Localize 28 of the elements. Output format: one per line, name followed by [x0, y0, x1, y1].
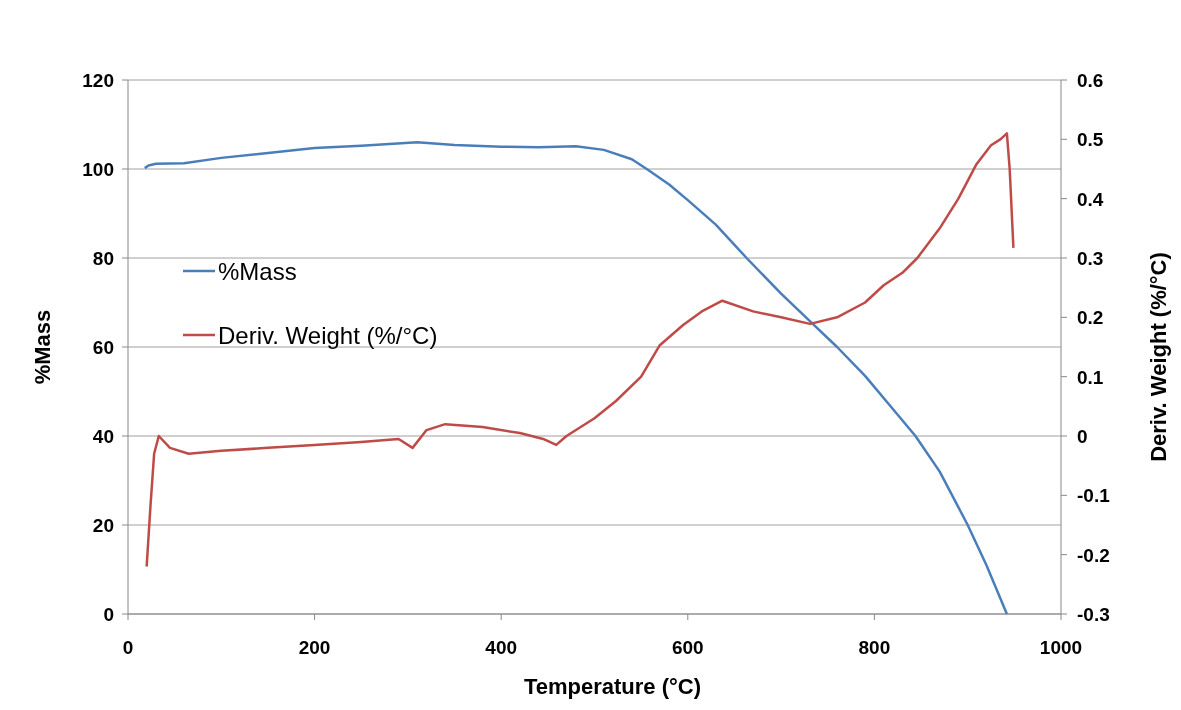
y-tick-label: 80 — [92, 248, 114, 269]
y2-tick-label: -0.1 — [1077, 485, 1111, 507]
x-tick-label: 1000 — [1039, 637, 1083, 658]
y2-tick-label: 0.6 — [1077, 70, 1104, 91]
y-tick-label: 120 — [82, 70, 114, 91]
y-tick-label: 40 — [92, 426, 114, 447]
legend-label: Deriv. Weight (%/°C) — [218, 322, 438, 349]
y2-tick-label: -0.3 — [1077, 604, 1110, 625]
y2-tick-label: 0.5 — [1077, 129, 1104, 151]
y2-tick-label: -0.2 — [1077, 544, 1110, 566]
y2-axis-title: Deriv. Weight (%/°C) — [1146, 252, 1171, 462]
x-tick-label: 400 — [485, 637, 518, 658]
x-axis-title: Temperature (°C) — [523, 674, 702, 699]
y2-tick-label: 0.3 — [1077, 248, 1104, 269]
x-tick-label: 800 — [858, 637, 891, 658]
y-tick-label: 20 — [92, 515, 114, 536]
y-tick-label: 100 — [82, 159, 114, 180]
y2-tick-label: 0.4 — [1077, 188, 1104, 210]
legend-label: %Mass — [218, 258, 297, 285]
x-tick-label: 0 — [122, 637, 134, 658]
y2-tick-label: 0 — [1077, 426, 1088, 447]
y2-tick-label: 0.1 — [1077, 366, 1104, 388]
y2-tick-label: 0.2 — [1077, 307, 1104, 329]
y-tick-label: 0 — [103, 604, 114, 625]
y-tick-label: 60 — [92, 337, 114, 358]
x-tick-label: 600 — [671, 637, 704, 658]
x-tick-label: 200 — [298, 637, 331, 658]
y-axis-title: %Mass — [30, 309, 55, 385]
